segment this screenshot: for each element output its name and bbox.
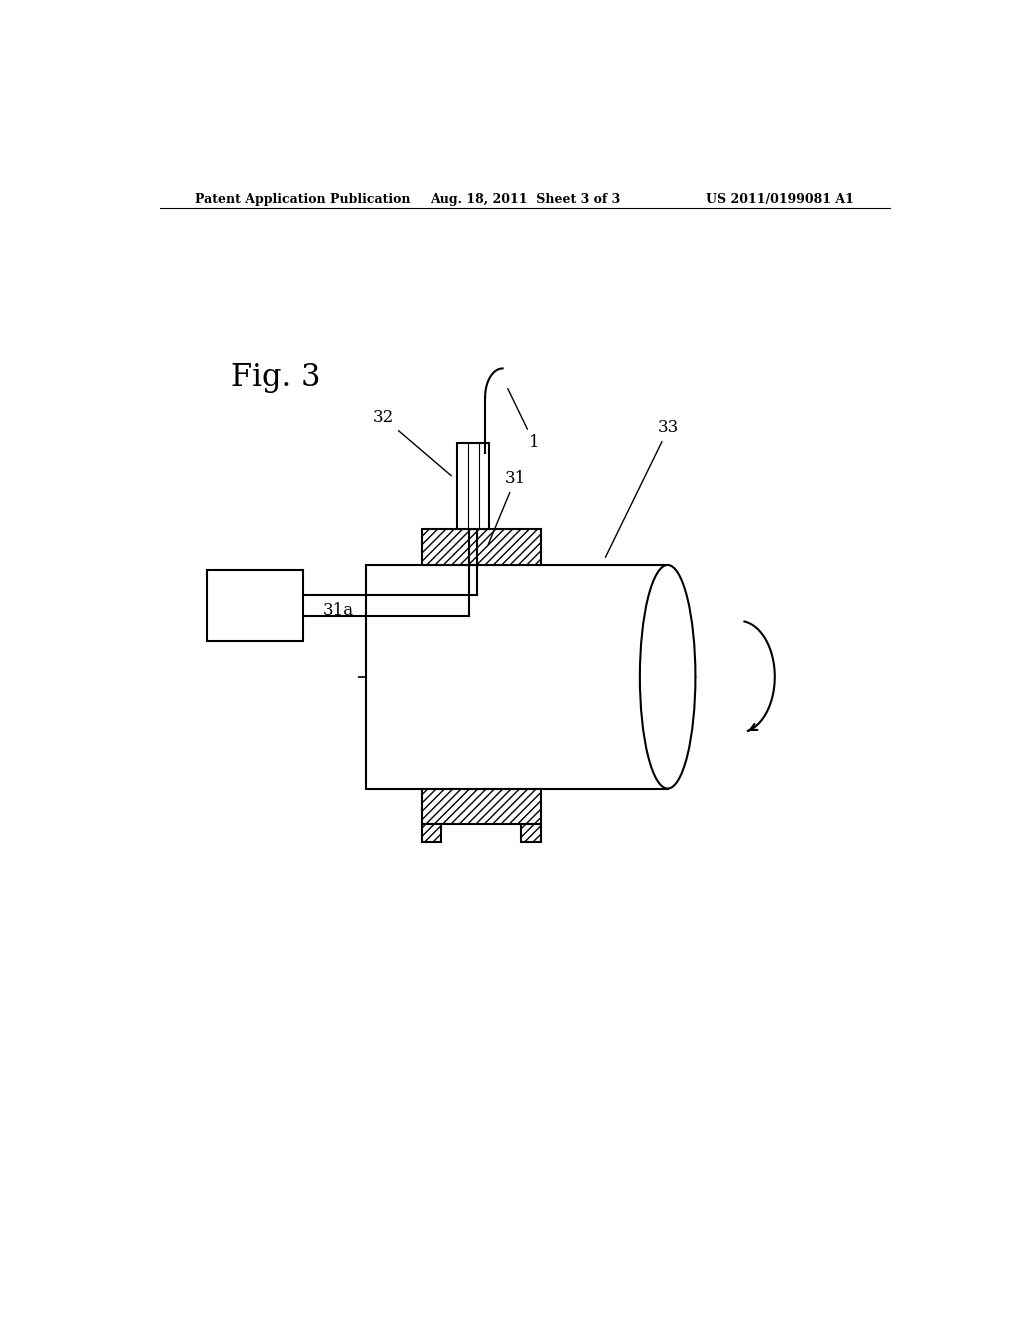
Text: 31a: 31a	[323, 602, 353, 619]
Text: 31: 31	[488, 470, 526, 545]
Text: US 2011/0199081 A1: US 2011/0199081 A1	[707, 193, 854, 206]
Text: Patent Application Publication: Patent Application Publication	[196, 193, 411, 206]
Text: 33: 33	[605, 420, 679, 557]
Bar	[422, 824, 441, 842]
Bar	[521, 824, 541, 842]
Bar	[422, 529, 541, 565]
Text: 32: 32	[373, 409, 452, 475]
Text: Fig. 3: Fig. 3	[231, 362, 321, 392]
Bar	[367, 565, 668, 788]
Bar	[422, 788, 541, 824]
Text: 1: 1	[508, 388, 540, 451]
Bar	[207, 570, 303, 642]
Bar	[458, 444, 489, 529]
Text: Aug. 18, 2011  Sheet 3 of 3: Aug. 18, 2011 Sheet 3 of 3	[430, 193, 620, 206]
Ellipse shape	[640, 565, 695, 788]
